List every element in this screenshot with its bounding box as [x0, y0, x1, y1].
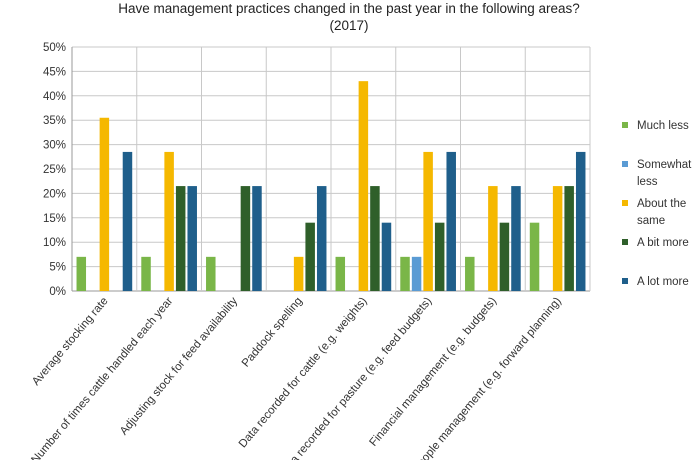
y-tick-label: 15% — [43, 213, 66, 225]
y-tick-label: 35% — [43, 115, 66, 127]
y-tick-label: 25% — [43, 164, 66, 176]
bar — [141, 256, 151, 291]
bar — [240, 186, 251, 291]
bar — [411, 256, 422, 291]
legend-swatch — [622, 122, 628, 128]
bar — [187, 186, 197, 291]
y-tick-label: 40% — [43, 91, 66, 103]
y-tick-label: 0% — [49, 286, 66, 298]
bar — [305, 222, 315, 291]
legend-label: same — [637, 215, 665, 227]
x-tick-label: Average stocking rate — [30, 295, 111, 388]
x-tick-label: Paddock spelling — [240, 295, 305, 369]
y-tick-label: 10% — [43, 237, 66, 249]
bar — [206, 256, 216, 291]
y-tick-label: 50% — [43, 42, 66, 54]
y-tick-label: 45% — [43, 66, 66, 78]
bar — [76, 256, 87, 291]
bar — [252, 186, 262, 291]
x-tick-label: Financial management (e.g. budgets) — [368, 295, 500, 449]
bar — [370, 186, 380, 291]
bar — [465, 256, 475, 291]
bar — [316, 186, 327, 291]
legend-swatch — [622, 278, 628, 284]
bar — [499, 222, 510, 291]
bar — [122, 151, 133, 291]
legend-label: A bit more — [637, 237, 689, 249]
x-tick-label: Number of times cattle handled each year — [29, 295, 175, 460]
bar — [175, 186, 186, 291]
bar — [529, 222, 540, 291]
x-tick-label: Data recorded for cattle (e.g. weights) — [237, 295, 370, 450]
legend-label: About the — [637, 198, 686, 210]
bar — [99, 117, 110, 291]
bar — [564, 186, 574, 291]
bar — [164, 151, 174, 291]
bar — [511, 186, 521, 291]
bar — [400, 256, 410, 291]
bar — [434, 222, 445, 291]
legend-swatch — [622, 239, 628, 245]
bar — [358, 81, 369, 291]
x-tick-label: Adjusting stock for feed availability — [118, 295, 240, 438]
legend-swatch — [622, 161, 628, 167]
y-tick-label: 30% — [43, 140, 66, 152]
legend-label: A lot more — [637, 276, 689, 288]
bar — [423, 151, 433, 291]
bar — [446, 151, 456, 291]
bar — [488, 186, 498, 291]
chart-title-line: (2017) — [329, 18, 368, 33]
chart-title-line: Have management practices changed in the… — [118, 1, 580, 16]
bar — [552, 186, 563, 291]
bar — [575, 151, 586, 291]
legend-swatch — [622, 200, 628, 206]
legend-label: Much less — [637, 120, 689, 132]
bar — [293, 256, 304, 291]
y-tick-label: 5% — [49, 262, 66, 274]
bar — [335, 256, 346, 291]
legend-label: Somewhat — [637, 159, 692, 171]
bar — [381, 222, 392, 291]
legend-label: less — [637, 176, 658, 188]
y-tick-label: 20% — [43, 188, 66, 200]
